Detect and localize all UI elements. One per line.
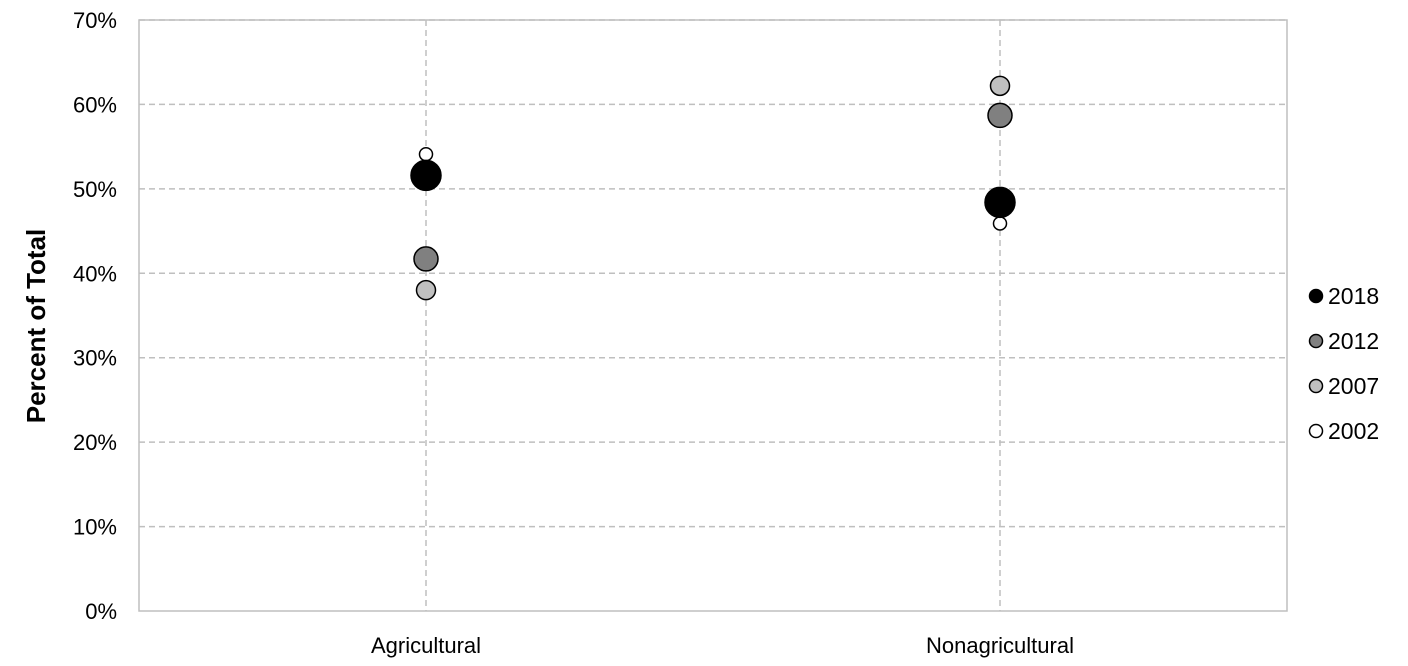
plot-area-border [138, 19, 1288, 612]
point-2002-agricultural [418, 146, 434, 162]
legend-label: 2018 [1328, 283, 1379, 309]
y-tick-label: 0% [85, 599, 117, 624]
legend-marker-2007 [1308, 378, 1324, 394]
legend-marker-2018 [1308, 288, 1324, 304]
legend-label: 2007 [1328, 373, 1379, 399]
y-axis-title: Percent of Total [21, 229, 51, 424]
y-axis-tick-labels: 0% 10% 20% 30% 40% 50% 60% 70% [73, 8, 117, 624]
legend-label: 2012 [1328, 328, 1379, 354]
legend-marker-2012 [1308, 333, 1324, 349]
point-2007-nonagricultural [989, 75, 1011, 97]
x-axis-category-labels: Agricultural Nonagricultural [371, 633, 1074, 658]
y-tick-label: 40% [73, 261, 117, 286]
point-2002-nonagricultural [992, 216, 1008, 231]
x-category-label: Agricultural [371, 633, 481, 658]
gridlines [139, 19, 1287, 611]
point-2012-agricultural [413, 246, 439, 272]
y-tick-label: 60% [73, 92, 117, 117]
legend-marker-2002 [1308, 423, 1324, 439]
point-2007-agricultural [415, 279, 437, 301]
x-category-label: Nonagricultural [926, 633, 1074, 658]
y-tick-label: 50% [73, 177, 117, 202]
point-2018-nonagricultural [984, 186, 1016, 219]
y-tick-label: 20% [73, 430, 117, 455]
y-tick-label: 10% [73, 515, 117, 540]
legend-label: 2002 [1328, 418, 1379, 444]
y-tick-label: 30% [73, 346, 117, 371]
point-2018-agricultural [410, 159, 442, 192]
data-points [410, 75, 1016, 301]
point-2012-nonagricultural [987, 102, 1013, 129]
legend: 2018 2012 2007 2002 [1308, 283, 1379, 444]
y-tick-label: 70% [73, 8, 117, 33]
